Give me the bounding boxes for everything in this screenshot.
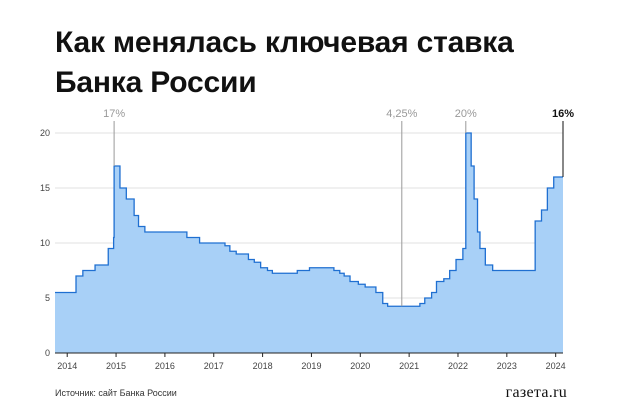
annotation-label: 4,25%: [386, 108, 417, 120]
y-tick-label: 20: [40, 128, 50, 138]
y-tick-label: 10: [40, 238, 50, 248]
y-tick-label: 15: [40, 183, 50, 193]
chart-title: Как менялась ключевая ставка Банка Росси…: [55, 23, 595, 103]
y-tick-label: 5: [45, 293, 50, 303]
source-note: Источник: сайт Банка России: [55, 388, 177, 398]
annotation-label: 17%: [103, 108, 125, 120]
x-tick-label: 2017: [204, 361, 224, 371]
publisher-logo: газета.ru: [505, 384, 567, 401]
x-tick-label: 2022: [448, 361, 468, 371]
x-tick-label: 2024: [546, 361, 566, 371]
y-tick-label: 0: [45, 348, 50, 358]
x-tick-label: 2014: [57, 361, 77, 371]
rate-area: [55, 133, 563, 353]
x-tick-label: 2018: [253, 361, 273, 371]
rate-line: [55, 132, 563, 307]
x-tick-label: 2015: [106, 361, 126, 371]
x-tick-label: 2016: [155, 361, 175, 371]
annotation-label: 16%: [552, 108, 574, 120]
chart-title-line-2: Банка России: [55, 66, 257, 99]
chart-title-line-1: Как менялась ключевая ставка: [55, 26, 514, 59]
x-tick-label: 2023: [497, 361, 517, 371]
x-tick-label: 2021: [399, 361, 419, 371]
annotation-label: 20%: [455, 108, 477, 120]
x-tick-label: 2019: [301, 361, 321, 371]
x-tick-label: 2020: [350, 361, 370, 371]
